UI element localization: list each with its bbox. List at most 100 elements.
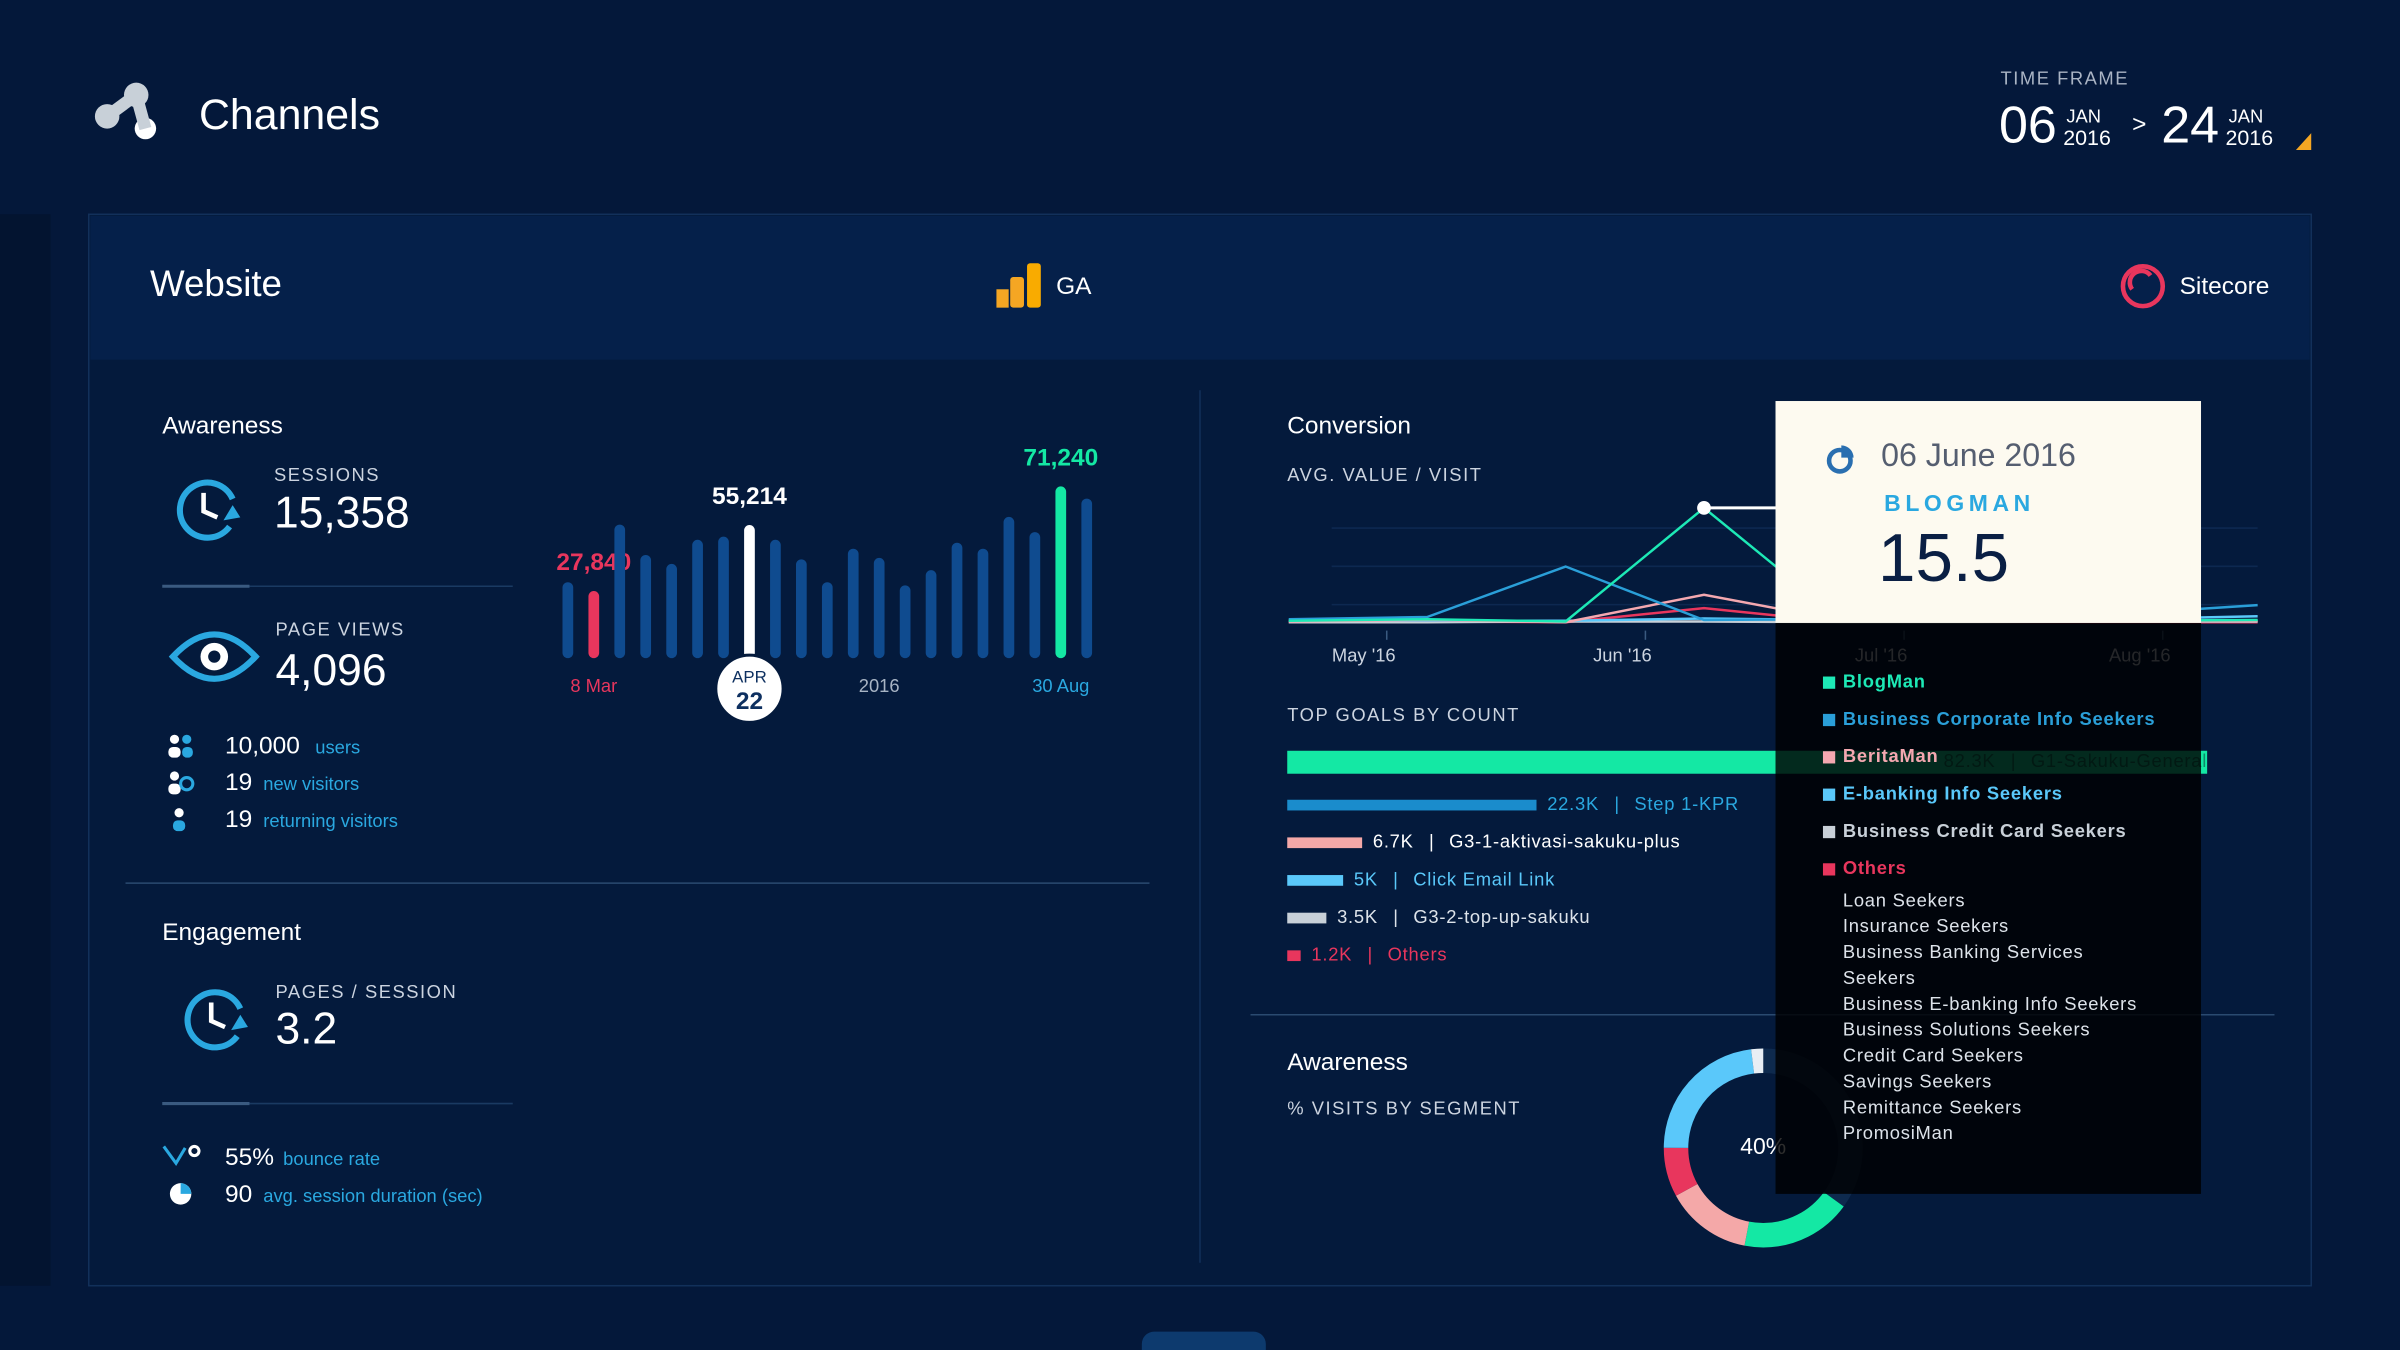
goal-separator: | xyxy=(1393,868,1398,889)
bar xyxy=(1081,498,1093,659)
x-tick-label: May '16 xyxy=(1332,644,1396,665)
stat-label: bounce rate xyxy=(283,1148,380,1169)
goal-label: Others xyxy=(1388,944,1448,965)
clock-icon xyxy=(184,989,248,1051)
goal-value: 22.3K xyxy=(1547,793,1599,814)
from-day: 06 xyxy=(1999,96,2057,154)
clock-icon xyxy=(176,479,241,541)
to-month: JAN xyxy=(2229,106,2264,127)
side-strip xyxy=(0,214,51,1286)
time-frame[interactable]: 06 JAN 2016 > 24 JAN 2016 xyxy=(1999,96,2312,154)
legend-sub-item: Loan Seekers xyxy=(1843,889,1965,910)
stat-value: 3.2 xyxy=(276,1004,338,1053)
bar xyxy=(666,563,677,659)
from-year: 2016 xyxy=(2063,126,2111,150)
visitor-label: users xyxy=(315,736,360,757)
highlight-point xyxy=(1697,501,1711,515)
pie-icon xyxy=(1826,445,1854,474)
source-ga[interactable]: GA xyxy=(1056,273,1092,300)
panel-title: Website xyxy=(150,263,282,304)
legend-swatch xyxy=(1822,713,1836,727)
bar xyxy=(847,548,859,659)
visitor-value: 19 xyxy=(225,769,252,796)
bar xyxy=(1055,486,1067,659)
tooltip: 06 June 2016 BlogMan 15.5 BlogMan Business… xyxy=(1775,401,2202,1194)
tooltip-value: 15.5 xyxy=(1878,521,2009,596)
tooltip-date: 06 June 2016 xyxy=(1881,437,2076,473)
goal-label: Step 1-KPR xyxy=(1634,793,1739,814)
legend-sub-item: Insurance Seekers xyxy=(1843,915,2009,936)
marker-day: 22 xyxy=(736,688,763,715)
bar xyxy=(744,525,755,659)
bottom-tab[interactable] xyxy=(1141,1331,1266,1350)
tooltip-box xyxy=(1775,401,2202,623)
section-title: Engagement xyxy=(162,919,301,946)
bar xyxy=(977,548,989,659)
x-tick-label: 8 Mar xyxy=(570,675,617,696)
chart-subtitle: % VISITS BY SEGMENT xyxy=(1287,1098,1521,1119)
goal-bar xyxy=(1287,950,1301,962)
marker-month: APR xyxy=(732,668,767,687)
legend-label: Others xyxy=(1843,857,1907,878)
stat-label: PAGE VIEWS xyxy=(276,618,405,639)
data-label: 71,240 xyxy=(1023,444,1098,471)
goal-separator: | xyxy=(1393,906,1398,927)
legend-swatch xyxy=(1822,863,1836,876)
bar xyxy=(562,582,574,659)
tooltip-legend-box xyxy=(1775,622,2202,1194)
donut-segment xyxy=(1663,1048,1863,1248)
bounce-icon xyxy=(162,1144,201,1167)
goal-bar xyxy=(1287,799,1537,811)
x-tick-label: 30 Aug xyxy=(1032,675,1089,696)
goal-value: 3.5K xyxy=(1337,906,1378,927)
goals-title: TOP GOALS BY COUNT xyxy=(1287,704,1520,725)
bar xyxy=(1029,532,1041,659)
bar xyxy=(899,585,911,659)
chart-subtitle: AVG. VALUE / VISIT xyxy=(1287,464,1482,485)
goal-separator: | xyxy=(1614,793,1619,814)
stat-value: 15,358 xyxy=(274,489,410,538)
bar xyxy=(795,559,807,659)
section-title: Awareness xyxy=(162,413,283,440)
goal-value: 1.2K xyxy=(1311,944,1352,965)
to-year: 2016 xyxy=(2226,126,2274,150)
section-title: Conversion xyxy=(1287,413,1411,440)
panel-header xyxy=(90,215,2310,360)
stat-label: avg. session duration (sec) xyxy=(263,1185,482,1206)
legend-label: BeritaMan xyxy=(1843,745,1939,766)
bar xyxy=(873,557,885,659)
ga-icon xyxy=(996,263,1041,308)
legend-label: BlogMan xyxy=(1843,670,1926,691)
dropdown-icon xyxy=(2295,133,2312,150)
bar xyxy=(770,539,781,659)
legend-sub-item: PromosiMan xyxy=(1843,1122,1954,1143)
source-sitecore[interactable]: Sitecore xyxy=(2180,273,2270,300)
stat-label: PAGES / SESSION xyxy=(276,981,458,1002)
goal-label: Click Email Link xyxy=(1413,868,1555,889)
stat-value: 55% xyxy=(225,1144,274,1171)
donut-segment xyxy=(1663,1048,1863,1248)
visitor-label: returning visitors xyxy=(263,810,398,831)
legend-sub-item: Savings Seekers xyxy=(1843,1070,1992,1091)
section-title: Awareness xyxy=(1287,1049,1408,1076)
visitor-label: new visitors xyxy=(263,773,359,794)
x-tick-label: Jun '16 xyxy=(1593,644,1652,665)
to-day: 24 xyxy=(2161,96,2219,154)
logo xyxy=(94,82,157,140)
date-marker xyxy=(714,653,785,724)
timer-icon xyxy=(169,1183,192,1205)
legend-sub-item: Credit Card Seekers xyxy=(1843,1045,2024,1066)
legend-swatch xyxy=(1822,788,1836,801)
from-month: JAN xyxy=(2066,106,2101,127)
goal-separator: | xyxy=(1368,944,1373,965)
eye-icon xyxy=(168,631,260,682)
legend-swatch xyxy=(1822,676,1836,689)
goal-value: 6.7K xyxy=(1373,831,1414,852)
legend-sub-item: Business E-banking Info Seekers xyxy=(1843,993,2137,1014)
sitecore-icon xyxy=(2120,264,2166,309)
legend-sub-item: Business Solutions Seekers xyxy=(1843,1019,2090,1040)
stat-value: 90 xyxy=(225,1181,252,1208)
legend-swatch xyxy=(1822,825,1836,839)
goal-bar xyxy=(1287,912,1327,924)
